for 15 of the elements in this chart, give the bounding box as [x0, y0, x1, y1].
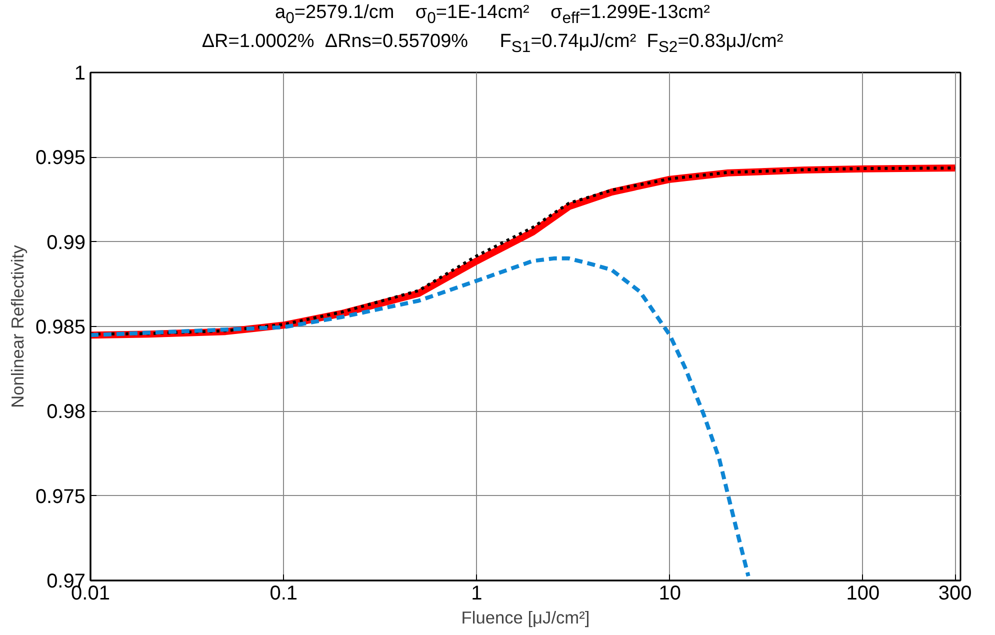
x-axis-title: Fluence [μJ/cm²]	[461, 608, 590, 628]
x-tick-label: 0.1	[270, 582, 298, 604]
x-tick-label: 100	[846, 582, 880, 604]
y-tick-label: 1	[74, 62, 86, 84]
x-tick-label: 1	[471, 582, 482, 604]
y-tick-label: 0.99	[46, 232, 86, 254]
y-tick-label: 0.995	[35, 147, 86, 170]
x-tick-label: 10	[658, 582, 681, 604]
y-tick-label: 0.98	[46, 401, 86, 424]
x-tick-label: 300	[938, 582, 972, 604]
y-axis-title: Nonlinear Reflectivity	[7, 244, 28, 408]
y-tick-label: 0.985	[35, 316, 86, 338]
chart-title: a$_{0}$=2579.1/cm σ$_{0}$=1E-14cm² σ$_{eff}$=1.299E-13cm²	[275, 2, 710, 27]
chart-subtitle: ΔR=1.0002% ΔRns=0.55709% F$_{S1}$=0.74μJ/cm² F$_{S2}$=0.83μJ/cm²	[202, 31, 784, 56]
y-tick-label: 0.975	[35, 486, 86, 508]
